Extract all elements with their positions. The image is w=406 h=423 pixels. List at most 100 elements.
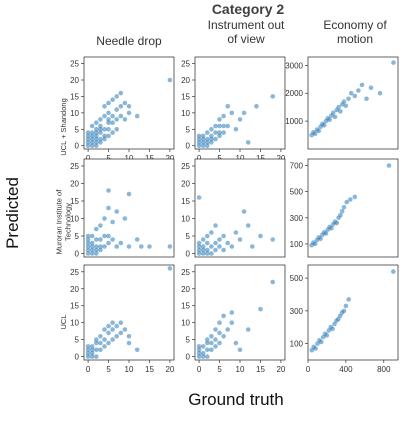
scatter-point — [312, 131, 318, 136]
scatter-point — [110, 113, 115, 119]
x-tick-label: 20 — [165, 365, 174, 374]
scatter-point — [200, 136, 206, 142]
scatter-point — [233, 230, 239, 235]
scatter-point — [98, 117, 103, 122]
scatter-point — [348, 197, 353, 202]
x-tick-label: 15 — [256, 365, 265, 374]
scatter-point — [134, 347, 140, 353]
scatter-point — [85, 350, 91, 356]
scatter-point — [200, 350, 206, 356]
scatter-point — [89, 247, 95, 253]
y-tick-label: 25 — [70, 162, 79, 171]
scatter-point — [213, 240, 218, 246]
scatter-point — [106, 127, 111, 132]
scatter-point — [205, 340, 210, 346]
scatter-point — [356, 88, 361, 93]
scatter-point — [85, 140, 91, 145]
scatter-point — [167, 266, 173, 271]
scatter-point — [106, 233, 111, 239]
scatter-point — [114, 107, 119, 112]
panel-muroran-institute-of-technology-needle-drop: 0 5 10 15 20 25 — [70, 158, 175, 259]
x-tick-label: 800 — [377, 365, 391, 374]
x-axis-label: Ground truth — [188, 390, 283, 409]
scatter-point — [98, 223, 103, 228]
scatter-point — [334, 220, 340, 226]
column-header-line: Needle drop — [96, 34, 162, 48]
scatter-point — [323, 231, 329, 236]
scatter-point — [258, 306, 263, 312]
scatter-point — [110, 120, 115, 125]
x-tick-label: 10 — [125, 365, 134, 374]
scatter-point — [118, 113, 124, 119]
scatter-point — [245, 327, 251, 332]
row-header-ucl: UCL — [59, 314, 68, 329]
scatter-point — [102, 104, 107, 109]
scatter-point — [250, 244, 255, 249]
panel-ucl-shandong-needle-drop: 0 5 10 15 20 25 0 5 10 15 20 — [70, 56, 175, 163]
scatter-point — [217, 130, 222, 135]
scatter-point — [110, 97, 115, 102]
scatter-point — [102, 244, 107, 249]
scatter-point — [85, 136, 91, 142]
scatter-point — [102, 344, 107, 349]
scatter-point — [205, 136, 210, 142]
y-tick-label: 25 — [181, 268, 190, 277]
scatter-point — [205, 240, 210, 246]
column-header-line: Instrument out — [208, 18, 285, 32]
scatter-point — [98, 140, 103, 145]
scatter-point — [330, 110, 336, 116]
scatter-point — [114, 244, 119, 249]
panel-ucl-instrument-out-of-view: 0 5 10 15 20 25 0 5 10 15 20 — [181, 264, 286, 374]
scatter-point — [98, 136, 103, 142]
y-tick-label: 100 — [290, 240, 304, 249]
scatter-point — [221, 313, 226, 319]
y-axis-label: Predicted — [3, 177, 22, 249]
y-tick-label: 0 — [75, 142, 80, 151]
scatter-point — [89, 240, 95, 246]
x-tick-label: 15 — [145, 365, 154, 374]
scatter-point — [221, 247, 226, 253]
scatter-point — [229, 320, 235, 326]
x-tick-label: 5 — [217, 365, 222, 374]
x-tick-label: 0 — [197, 365, 202, 374]
scatter-point — [139, 244, 144, 249]
y-tick-label: 20 — [70, 76, 79, 85]
scatter-point — [98, 247, 103, 253]
scatter-point — [102, 337, 107, 342]
scatter-point — [209, 140, 214, 145]
panel-ucl-economy-of-motion: 100 300 500 0 400 800 — [290, 264, 399, 374]
scatter-point — [241, 110, 247, 116]
scatter-point — [233, 340, 239, 346]
scatter-point — [110, 337, 115, 342]
scatter-point — [217, 133, 222, 139]
column-header-line: Economy of — [323, 18, 387, 32]
column-header-needle-drop: Needle drop — [96, 34, 162, 48]
x-tick-label: 10 — [125, 154, 134, 163]
scatter-point — [89, 233, 95, 239]
scatter-point — [346, 297, 352, 302]
scatter-point — [200, 244, 206, 249]
scatter-point — [254, 104, 259, 109]
scatter-point — [270, 237, 276, 242]
x-tick-label: 0 — [197, 154, 202, 163]
scatter-point — [110, 219, 115, 225]
y-tick-label: 20 — [181, 76, 190, 85]
scatter-point — [134, 237, 140, 242]
scatter-point — [126, 110, 132, 116]
scatter-point — [94, 237, 99, 242]
scatter-point — [89, 136, 95, 142]
row-header-line: UCL — [59, 314, 68, 329]
scatter-point — [102, 113, 107, 119]
scatter-point — [106, 240, 111, 246]
scatter-point — [205, 130, 210, 135]
y-tick-label: 0 — [186, 353, 191, 362]
panel-frame — [194, 56, 286, 150]
scatter-point — [196, 136, 202, 142]
x-tick-label: 5 — [217, 154, 222, 163]
scatter-point — [85, 237, 91, 242]
scatter-point — [209, 334, 214, 339]
scatter-point — [352, 194, 358, 200]
y-tick-label: 20 — [70, 180, 79, 189]
scatter-point — [196, 195, 202, 200]
